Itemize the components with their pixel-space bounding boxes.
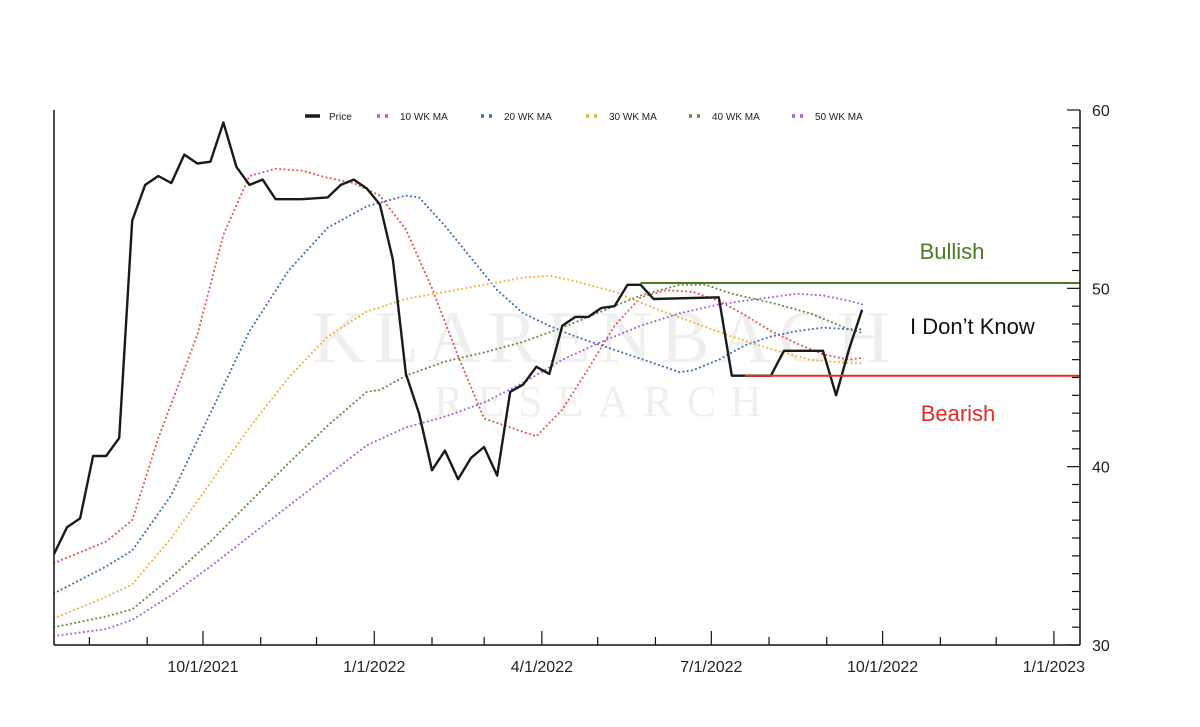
annotation-layer: Bullish Bearish I Don’t Know: [640, 239, 1080, 426]
y-tick-label: 60: [1092, 103, 1110, 120]
legend-label-ma30: 30 WK MA: [609, 112, 657, 123]
legend-label-ma50: 50 WK MA: [815, 112, 863, 123]
legend-label-ma20: 20 WK MA: [504, 112, 552, 123]
series-ma50-line: [53, 292, 864, 638]
series-ma20-line: [53, 194, 864, 595]
series-price-line: [52, 121, 864, 555]
bullish-label: Bullish: [920, 239, 985, 264]
y-tick-label: 30: [1092, 638, 1110, 655]
y-tick-label: 50: [1092, 281, 1110, 298]
x-tick-label: 7/1/2022: [680, 659, 742, 676]
x-tick-label: 10/1/2021: [167, 659, 238, 676]
axes-layer: 30 40 50 60 10/1/2021 1/1/2022 4/1/2022 7/1/202…: [53, 103, 1110, 676]
unknown-label: I Don’t Know: [910, 314, 1035, 339]
series-ma10-line: [53, 167, 864, 564]
legend: Price 10 WK MA 20 WK MA 30 WK MA 40 WK MA 50 …: [305, 112, 863, 123]
watermark-line2: RESEARCH: [434, 377, 776, 426]
x-tick-label: 10/1/2022: [847, 659, 918, 676]
series-ma30-line: [53, 274, 864, 620]
legend-label-ma40: 40 WK MA: [712, 112, 760, 123]
x-tick-label: 4/1/2022: [511, 659, 573, 676]
x-tick-label: 1/1/2023: [1023, 659, 1085, 676]
x-tick-label: 1/1/2022: [343, 659, 405, 676]
legend-label-ma10: 10 WK MA: [400, 112, 448, 123]
y-tick-label: 40: [1092, 460, 1110, 477]
legend-label-price: Price: [329, 112, 352, 123]
series-layer: [52, 121, 864, 638]
bearish-label: Bearish: [921, 401, 996, 426]
